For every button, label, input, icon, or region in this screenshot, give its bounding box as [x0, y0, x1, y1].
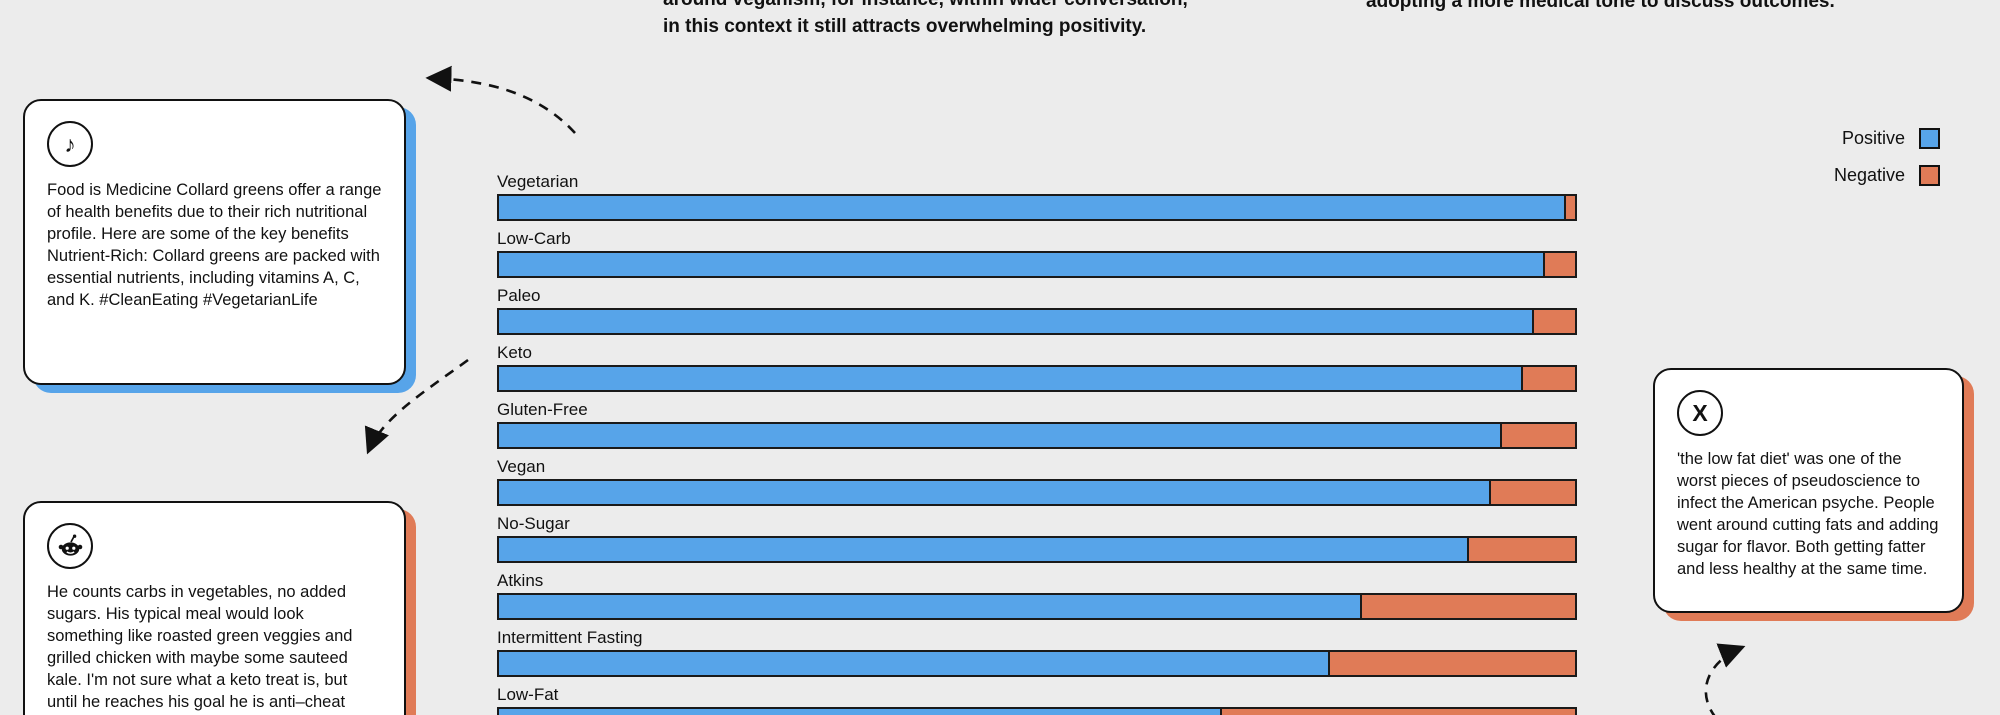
- chart-row: Paleo: [497, 286, 1577, 335]
- negative-bar-segment: [1542, 253, 1575, 276]
- legend-item: Positive: [1760, 128, 1940, 149]
- negative-bar-segment: [1564, 196, 1575, 219]
- x-logo-glyph: X: [1692, 399, 1708, 426]
- chart-legend: Positive Negative: [1760, 128, 1940, 202]
- bar-category-label: No-Sugar: [497, 514, 570, 533]
- negative-bar-segment: [1327, 652, 1575, 675]
- positive-bar-segment: [499, 424, 1500, 447]
- sentiment-bar: [497, 536, 1577, 563]
- x-quote-text: 'the low fat diet' was one of the worst …: [1677, 450, 1939, 578]
- negative-bar-segment: [1359, 595, 1575, 618]
- x-icon: X: [1677, 390, 1723, 436]
- negative-bar-segment: [1488, 481, 1575, 504]
- sentiment-bar: [497, 308, 1577, 335]
- chart-row: Atkins: [497, 571, 1577, 620]
- sentiment-bar: [497, 365, 1577, 392]
- negative-bar-segment: [1219, 709, 1575, 715]
- chart-row: Vegetarian: [497, 172, 1577, 221]
- sentiment-bar: [497, 650, 1577, 677]
- bar-category-label: Intermittent Fasting: [497, 628, 643, 647]
- negative-bar-segment: [1531, 310, 1575, 333]
- chart-row: Gluten-Free: [497, 400, 1577, 449]
- negative-bar-segment: [1499, 424, 1575, 447]
- tiktok-icon: ♪: [47, 121, 93, 167]
- chart-row: Low-Fat: [497, 685, 1577, 715]
- positive-bar-segment: [499, 595, 1360, 618]
- legend-item: Negative: [1760, 165, 1940, 186]
- positive-bar-segment: [499, 709, 1220, 715]
- diet-sentiment-chart: Vegetarian Low-Carb Paleo Keto Gluten-Free Ve…: [497, 172, 1577, 715]
- bar-category-label: Gluten-Free: [497, 400, 588, 419]
- sentiment-bar: [497, 707, 1577, 715]
- arrow-to-x-card: [1704, 643, 1746, 715]
- sentiment-bar: [497, 194, 1577, 221]
- tiktok-quote-text: Food is Medicine Collard greens offer a …: [47, 181, 382, 309]
- chart-row: Intermittent Fasting: [497, 628, 1577, 677]
- chart-row: Low-Carb: [497, 229, 1577, 278]
- intro-paragraph-right: adopting a more medical tone to discuss …: [1366, 0, 1835, 12]
- arrow-to-tiktok-card: [425, 65, 576, 134]
- bar-category-label: Vegan: [497, 457, 546, 476]
- chart-row: Vegan: [497, 457, 1577, 506]
- chart-row: No-Sugar: [497, 514, 1577, 563]
- tiktok-note-glyph: ♪: [64, 130, 76, 157]
- negative-bar-segment: [1521, 367, 1575, 390]
- positive-bar-segment: [499, 196, 1565, 219]
- positive-bar-segment: [499, 481, 1489, 504]
- reddit-quote-card: He counts carbs in vegetables, no added …: [23, 501, 406, 715]
- positive-bar-segment: [499, 367, 1522, 390]
- positive-bar-segment: [499, 253, 1543, 276]
- sentiment-bar: [497, 479, 1577, 506]
- x-quote-card: X 'the low fat diet' was one of the wors…: [1653, 368, 1964, 613]
- bar-category-label: Atkins: [497, 571, 544, 590]
- legend-swatch-positive: [1919, 128, 1940, 149]
- chart-row: Keto: [497, 343, 1577, 392]
- intro-line-1: around veganism, for instance, within wi…: [663, 0, 1303, 13]
- legend-label: Positive: [1841, 128, 1905, 148]
- positive-bar-segment: [499, 538, 1468, 561]
- sentiment-bar: [497, 593, 1577, 620]
- reddit-alien-glyph: [58, 534, 82, 556]
- bar-category-label: Keto: [497, 343, 532, 362]
- reddit-icon: [47, 523, 93, 569]
- tiktok-quote-card: ♪ Food is Medicine Collard greens offer …: [23, 99, 406, 385]
- positive-bar-segment: [499, 652, 1328, 675]
- reddit-quote-text: He counts carbs in vegetables, no added …: [47, 583, 353, 711]
- legend-label: Negative: [1833, 165, 1905, 185]
- negative-bar-segment: [1467, 538, 1575, 561]
- bar-category-label: Vegetarian: [497, 172, 579, 191]
- bar-category-label: Low-Carb: [497, 229, 571, 248]
- intro-line-2: in this context it still attracts overwh…: [663, 16, 1147, 37]
- bar-category-label: Low-Fat: [497, 685, 559, 704]
- legend-swatch-negative: [1919, 165, 1940, 186]
- sentiment-bar: [497, 251, 1577, 278]
- sentiment-bar: [497, 422, 1577, 449]
- intro-paragraph-center: around veganism, for instance, within wi…: [663, 0, 1303, 40]
- positive-bar-segment: [499, 310, 1532, 333]
- bar-category-label: Paleo: [497, 286, 541, 305]
